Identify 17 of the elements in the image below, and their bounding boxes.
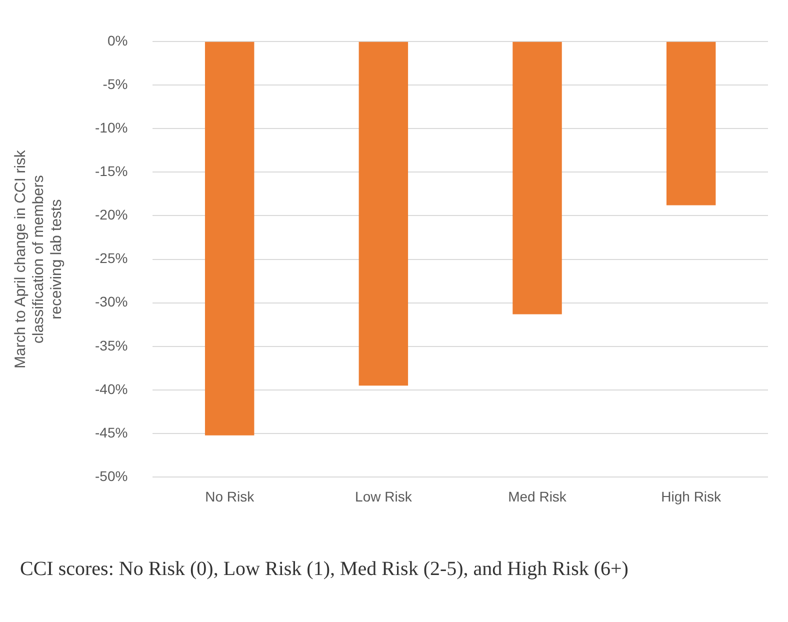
y-tick-label: -15% [94, 163, 128, 179]
x-tick-label: No Risk [205, 488, 256, 504]
y-tick-label: -35% [94, 337, 128, 354]
y-tick-label: -10% [94, 119, 128, 136]
y-tick-label: -40% [94, 380, 128, 397]
text: CCI scores: No Risk (0), Low Risk (1), Med Risk (2-5), and High Risk (6+) [20, 558, 630, 581]
y-tick-label: -20% [94, 206, 128, 223]
x-tick-label: Med Risk [508, 488, 568, 504]
y-tick-label: -30% [94, 294, 128, 310]
y-tick-label: 0% [107, 32, 128, 48]
y-tick-label: -45% [94, 424, 128, 440]
x-tick-label: Low Risk [355, 488, 413, 504]
x-tick-label: High Risk [661, 488, 722, 504]
y-axis-title: March to April change in CCI risk classification of members receiving lab tests [12, 150, 66, 369]
y-tick-label: -25% [94, 250, 128, 266]
y-tick-label: -50% [94, 468, 128, 484]
y-tick-label: -5% [102, 76, 128, 92]
